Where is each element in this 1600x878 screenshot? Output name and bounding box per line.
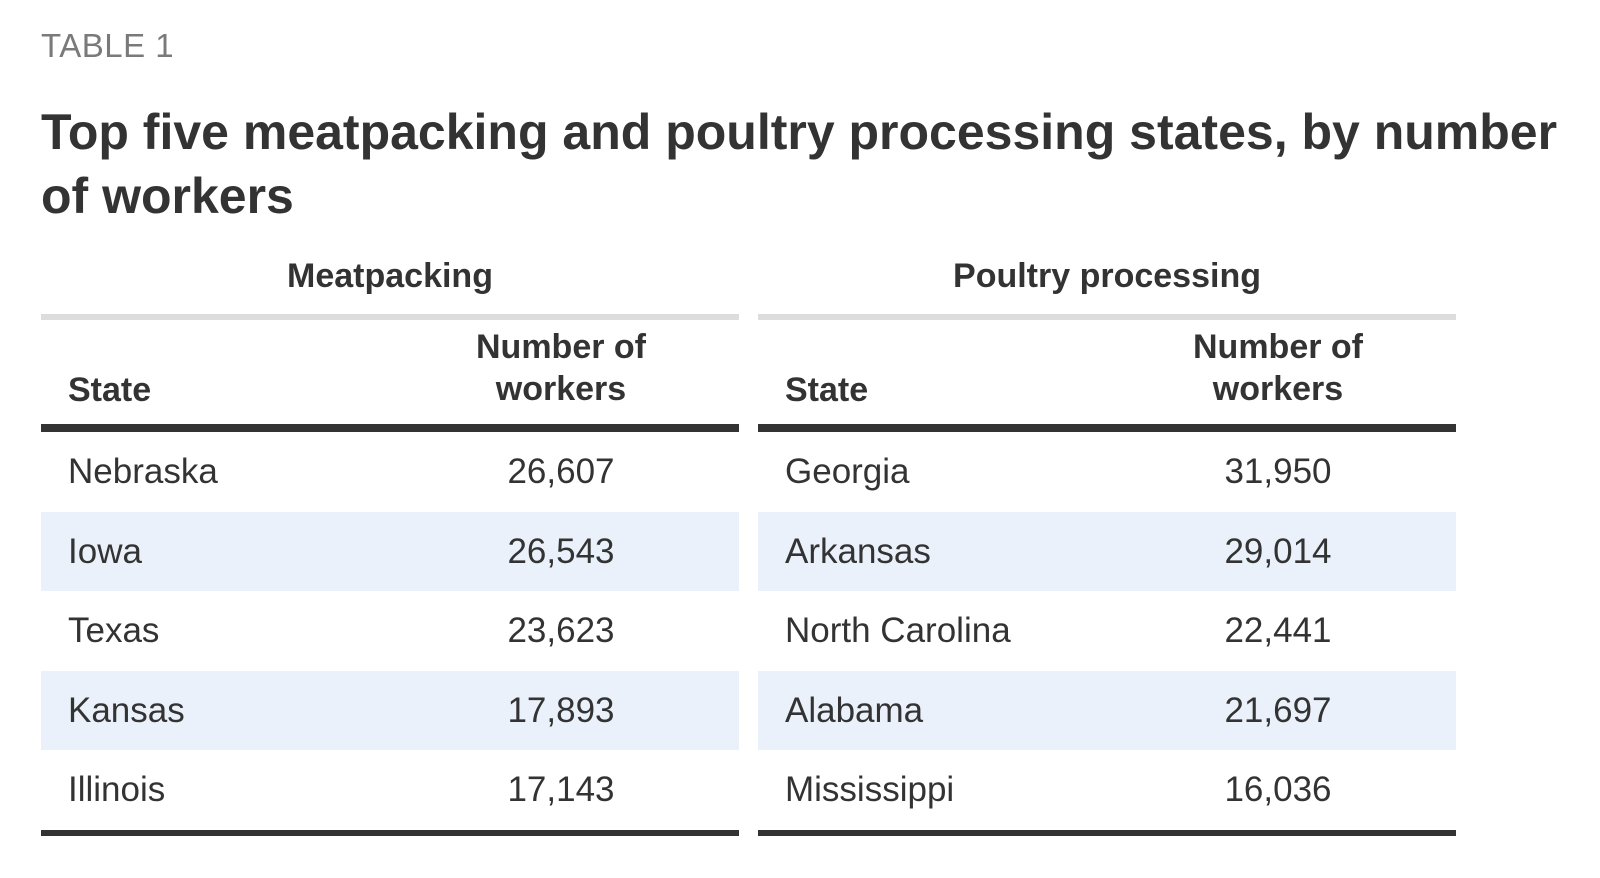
column-header-workers: Number of workers (476, 328, 646, 408)
column-headers: State Number of workers (41, 320, 739, 432)
column-header-state: State (785, 371, 869, 409)
workers-cell: 17,893 (507, 690, 615, 730)
table-row: Illinois 17,143 (41, 750, 739, 830)
workers-cell: 29,014 (1224, 531, 1332, 571)
state-cell: Texas (68, 611, 160, 651)
state-cell: Alabama (785, 690, 924, 730)
state-cell: Nebraska (68, 452, 218, 491)
workers-cell: 22,441 (1224, 611, 1332, 651)
state-cell: Georgia (785, 452, 910, 491)
poultry-processing-table: Poultry processing State Number of worke… (758, 250, 1456, 836)
workers-cell: 26,543 (507, 531, 615, 571)
state-cell: Iowa (68, 531, 142, 571)
workers-cell: 21,697 (1224, 690, 1332, 730)
table-body: Nebraska 26,607 Iowa 26,543 Texas 23,623… (41, 432, 739, 836)
state-cell: North Carolina (785, 611, 1011, 651)
state-cell: Mississippi (785, 770, 955, 810)
table-row: North Carolina 22,441 (758, 591, 1456, 671)
column-header-workers: Number of workers (1193, 328, 1363, 408)
column-header-state: State (68, 371, 152, 409)
workers-cell: 16,036 (1224, 770, 1332, 810)
meatpacking-table: Meatpacking State Number of workers Nebr… (41, 250, 739, 836)
state-cell: Kansas (68, 690, 185, 730)
workers-cell: 26,607 (507, 452, 615, 491)
table-label: TABLE 1 (41, 27, 175, 64)
table-row: Nebraska 26,607 (41, 432, 739, 512)
table-row: Iowa 26,543 (41, 511, 739, 592)
state-cell: Arkansas (785, 531, 931, 571)
group-title-poultry: Poultry processing (758, 250, 1456, 320)
table-row: Kansas 17,893 (41, 670, 739, 751)
workers-cell: 23,623 (507, 611, 615, 651)
table-row: Texas 23,623 (41, 591, 739, 671)
table-row: Arkansas 29,014 (758, 511, 1456, 592)
state-cell: Illinois (68, 770, 166, 810)
chart-title: Top five meatpacking and poultry process… (41, 104, 1558, 224)
column-headers: State Number of workers (758, 320, 1456, 432)
table-body: Georgia 31,950 Arkansas 29,014 North Car… (758, 432, 1456, 836)
group-title-meatpacking: Meatpacking (41, 250, 739, 320)
workers-cell: 31,950 (1224, 452, 1332, 491)
table-row: Georgia 31,950 (758, 432, 1456, 512)
table-row: Alabama 21,697 (758, 670, 1456, 751)
table-row: Mississippi 16,036 (758, 750, 1456, 830)
workers-cell: 17,143 (507, 770, 615, 810)
